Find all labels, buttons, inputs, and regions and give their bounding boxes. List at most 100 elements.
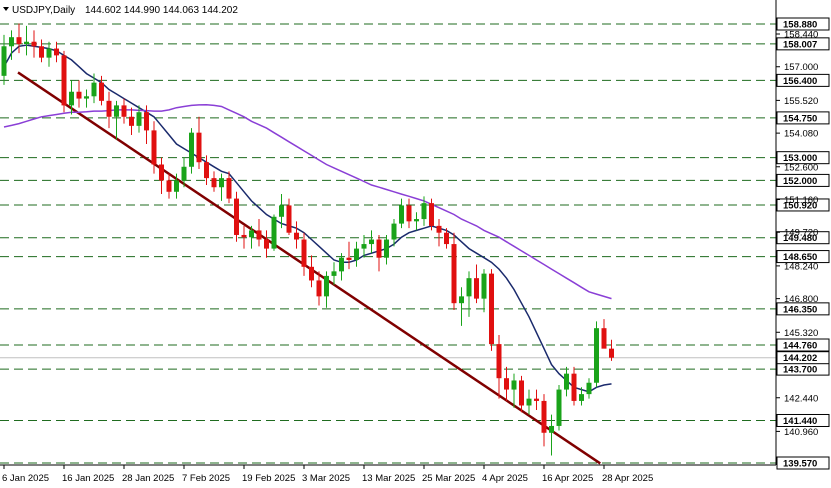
level-label-box bbox=[776, 173, 830, 187]
candle-body bbox=[301, 239, 307, 267]
candle bbox=[399, 198, 404, 229]
x-tick-label: 19 Feb 2025 bbox=[242, 473, 295, 484]
candle bbox=[181, 157, 187, 188]
candle-body bbox=[511, 380, 517, 390]
candle bbox=[436, 219, 442, 247]
y-tick-label: 145.320 bbox=[784, 328, 818, 339]
candle bbox=[346, 241, 352, 270]
candle bbox=[144, 105, 149, 145]
candle-body bbox=[421, 203, 427, 220]
level-label: 156.400 bbox=[783, 76, 817, 87]
candle bbox=[406, 198, 412, 229]
level-label: 154.750 bbox=[783, 113, 817, 124]
y-tick-label: 157.000 bbox=[784, 62, 818, 73]
candle-body bbox=[136, 112, 142, 126]
candle bbox=[481, 269, 487, 313]
candle-body bbox=[84, 96, 89, 99]
candle-body bbox=[294, 232, 299, 240]
candle bbox=[511, 373, 517, 408]
x-tick-label: 3 Mar 2025 bbox=[302, 473, 350, 484]
moving-averages bbox=[3, 44, 612, 393]
y-tick-label: 140.960 bbox=[784, 427, 818, 438]
candle-body bbox=[534, 398, 539, 401]
level-label: 141.440 bbox=[783, 416, 817, 427]
candle-body bbox=[331, 271, 337, 276]
candle bbox=[361, 234, 367, 258]
candle bbox=[54, 41, 59, 63]
y-tick-label: 155.520 bbox=[784, 96, 818, 107]
candle-body bbox=[451, 244, 457, 304]
candle bbox=[301, 232, 307, 276]
level-label-box bbox=[776, 456, 830, 470]
candle-body bbox=[174, 180, 179, 192]
candle-body bbox=[346, 257, 352, 260]
candle bbox=[166, 173, 172, 199]
candle-body bbox=[549, 425, 554, 433]
level-label: 158.007 bbox=[783, 39, 817, 50]
candle bbox=[234, 191, 239, 242]
level-label-box bbox=[776, 37, 830, 51]
candle-body bbox=[129, 116, 134, 126]
candle bbox=[451, 232, 457, 310]
candle-body bbox=[24, 41, 29, 45]
candle bbox=[271, 214, 277, 251]
candle bbox=[76, 80, 82, 108]
price-axis: 158.880 158.007 156.400 154.750 153.000 152.0… bbox=[0, 0, 830, 470]
level-label-box bbox=[776, 73, 830, 87]
candle-body bbox=[61, 55, 67, 106]
candle-body bbox=[489, 273, 494, 345]
level-label-box bbox=[776, 302, 830, 316]
candle bbox=[219, 173, 224, 201]
candle bbox=[16, 23, 22, 54]
x-tick-label: 4 Apr 2025 bbox=[482, 473, 528, 484]
candle-body bbox=[226, 178, 232, 199]
candle-body bbox=[519, 380, 524, 406]
y-tick-label: 142.440 bbox=[784, 393, 818, 404]
candle-body bbox=[354, 248, 359, 260]
candle bbox=[444, 228, 449, 249]
triangle-down-icon[interactable] bbox=[3, 7, 9, 11]
candle bbox=[241, 225, 247, 249]
candle-body bbox=[76, 91, 82, 99]
level-label: 139.570 bbox=[783, 459, 817, 470]
candle-body bbox=[256, 230, 262, 240]
candle-body bbox=[384, 239, 389, 258]
candle bbox=[384, 234, 389, 265]
candle bbox=[466, 271, 472, 317]
candle bbox=[504, 366, 509, 401]
candle bbox=[61, 50, 67, 113]
candle-body bbox=[46, 48, 52, 58]
candle bbox=[594, 321, 599, 388]
candle bbox=[324, 271, 329, 308]
y-tick-label: 151.160 bbox=[784, 195, 818, 206]
candle bbox=[31, 30, 37, 58]
candle bbox=[84, 89, 89, 108]
level-label-box bbox=[776, 413, 830, 427]
candle bbox=[121, 98, 127, 124]
level-label: 149.480 bbox=[783, 233, 817, 244]
candle-body bbox=[594, 328, 599, 383]
x-tick-label: 6 Jan 2025 bbox=[2, 473, 49, 484]
candle bbox=[586, 378, 592, 399]
candle-body bbox=[504, 378, 509, 390]
candle bbox=[391, 219, 397, 247]
candle-body bbox=[339, 257, 344, 272]
candle-body bbox=[241, 234, 247, 238]
symbol-title: USDJPY,Daily bbox=[12, 5, 75, 16]
y-tick-label: 152.600 bbox=[784, 162, 818, 173]
candle-body bbox=[361, 244, 367, 249]
candle bbox=[556, 385, 562, 431]
level-label: 153.000 bbox=[783, 153, 817, 164]
level-label-box bbox=[776, 198, 830, 212]
candle-body bbox=[399, 205, 404, 224]
level-label-box bbox=[776, 111, 830, 125]
candle bbox=[331, 262, 337, 285]
candle-body bbox=[369, 239, 374, 245]
candle bbox=[354, 241, 359, 267]
candle bbox=[549, 414, 554, 456]
candle bbox=[421, 196, 427, 226]
candle bbox=[211, 171, 217, 192]
candle-body bbox=[459, 296, 464, 304]
candle-body bbox=[609, 348, 614, 358]
candle-body bbox=[414, 219, 419, 222]
